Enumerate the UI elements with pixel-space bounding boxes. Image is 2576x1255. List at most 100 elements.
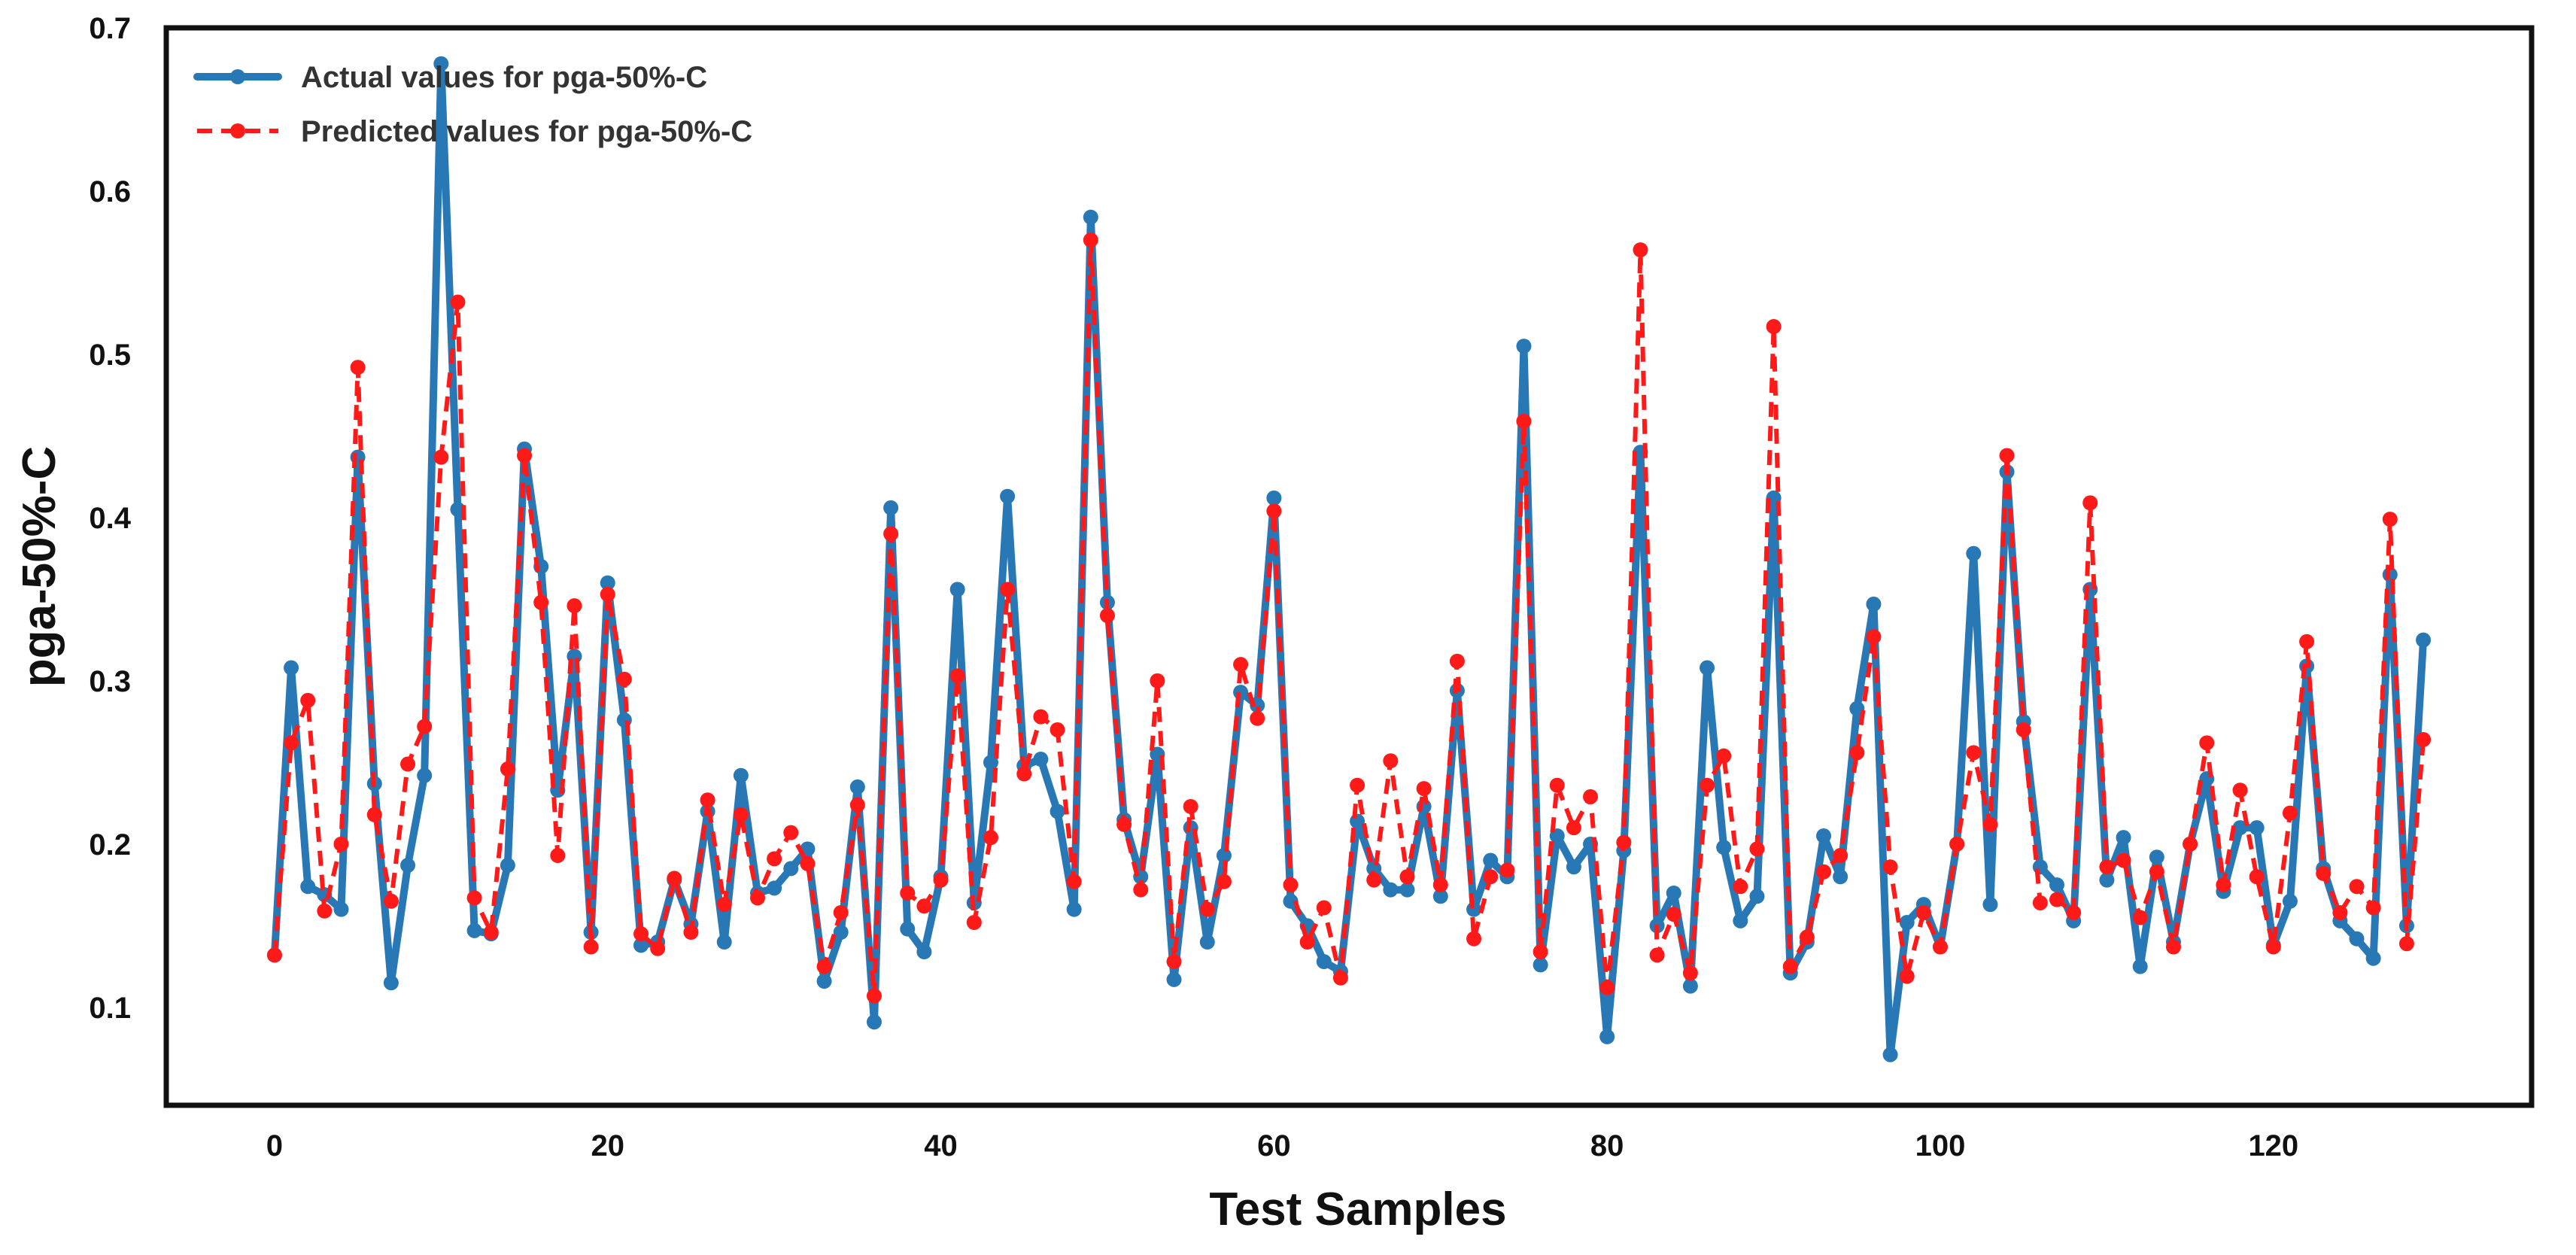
data-point [2099, 859, 2115, 875]
plot-frame [163, 25, 2535, 1108]
data-point [1066, 901, 1082, 917]
data-point [2349, 879, 2365, 895]
data-point [1416, 781, 1432, 797]
data-point [2165, 939, 2181, 955]
data-point [1000, 582, 1016, 597]
data-point [1682, 978, 1698, 994]
data-point [1866, 596, 1882, 612]
y-tick-label: 0.4 [89, 502, 131, 535]
data-point [2016, 722, 2031, 737]
data-point [983, 755, 998, 770]
data-point [1716, 748, 1732, 764]
data-point [2382, 512, 2398, 527]
data-point [1899, 968, 1915, 984]
x-tick-label: 0 [266, 1129, 283, 1162]
data-point [2416, 731, 2432, 747]
data-point [783, 861, 799, 877]
data-point [1966, 545, 1982, 561]
data-point [1933, 939, 1948, 955]
data-point [2116, 852, 2131, 868]
data-point [1533, 944, 1548, 960]
data-point [1666, 907, 1681, 922]
data-point [300, 692, 316, 708]
data-point [1849, 745, 1865, 761]
data-point [800, 855, 816, 871]
data-point [383, 975, 399, 991]
data-point [733, 807, 749, 822]
data-point [2282, 893, 2298, 909]
data-point [983, 830, 998, 846]
data-point [916, 898, 932, 914]
data-point [1033, 752, 1049, 767]
data-point [1066, 874, 1082, 889]
legend-label: Actual values for pga-50%-C [301, 61, 707, 94]
data-point [833, 904, 849, 920]
y-tick-label: 0.5 [89, 339, 131, 372]
data-point [1749, 889, 1765, 904]
data-point [933, 872, 949, 888]
data-point [2183, 836, 2198, 852]
data-point [583, 939, 599, 955]
data-point [1000, 488, 1016, 504]
data-point [1549, 777, 1565, 793]
data-point [383, 893, 399, 909]
data-point [1516, 339, 1532, 354]
legend-item: Predicted values for pga-50%-C [197, 115, 752, 148]
data-point [1516, 413, 1532, 429]
data-point [500, 761, 515, 777]
data-point [650, 940, 666, 956]
y-tick-label: 0.7 [89, 12, 131, 45]
data-point [466, 890, 482, 906]
data-point [266, 947, 282, 963]
data-point [1982, 816, 1998, 832]
data-point [1882, 1047, 1898, 1062]
data-point [1216, 874, 1232, 889]
data-point [1833, 848, 1848, 864]
data-point [2199, 735, 2215, 751]
data-point [417, 767, 433, 783]
data-point [816, 974, 832, 989]
data-point [2398, 936, 2414, 952]
x-tick-label: 40 [924, 1129, 958, 1162]
data-point [1399, 882, 1415, 898]
data-point [1733, 913, 1748, 928]
legend-marker [230, 69, 245, 84]
data-point [1033, 709, 1049, 725]
data-point [700, 792, 715, 808]
data-point [633, 926, 649, 942]
data-point [550, 848, 566, 864]
data-point [1383, 882, 1399, 898]
x-axis-ticks: 0 20 40 60 80 100 120 [266, 1129, 2298, 1162]
data-point [284, 735, 299, 751]
data-point [667, 871, 682, 886]
data-point [567, 598, 582, 614]
data-point [1099, 608, 1115, 624]
data-point [1449, 653, 1465, 669]
data-point [500, 858, 515, 874]
data-point [1316, 900, 1332, 916]
data-point [2082, 495, 2098, 511]
data-point [1050, 722, 1065, 737]
y-tick-label: 0.3 [89, 665, 131, 698]
data-point [2299, 634, 2315, 649]
data-point [417, 719, 433, 734]
data-point [866, 1014, 882, 1030]
data-point [1499, 862, 1515, 878]
data-point [2099, 872, 2115, 888]
data-point [1799, 929, 1815, 945]
data-point [1216, 848, 1232, 864]
data-point [1283, 877, 1299, 893]
data-point [533, 594, 549, 610]
data-point [2349, 931, 2365, 947]
data-point [1133, 882, 1149, 898]
data-point [333, 901, 349, 917]
data-point [1166, 954, 1182, 970]
data-point [1316, 954, 1332, 970]
data-point [400, 858, 416, 874]
data-point [683, 925, 699, 940]
data-point [1199, 901, 1215, 917]
data-point [2249, 820, 2265, 836]
y-tick-label: 0.1 [89, 992, 131, 1025]
data-point [2132, 910, 2148, 925]
